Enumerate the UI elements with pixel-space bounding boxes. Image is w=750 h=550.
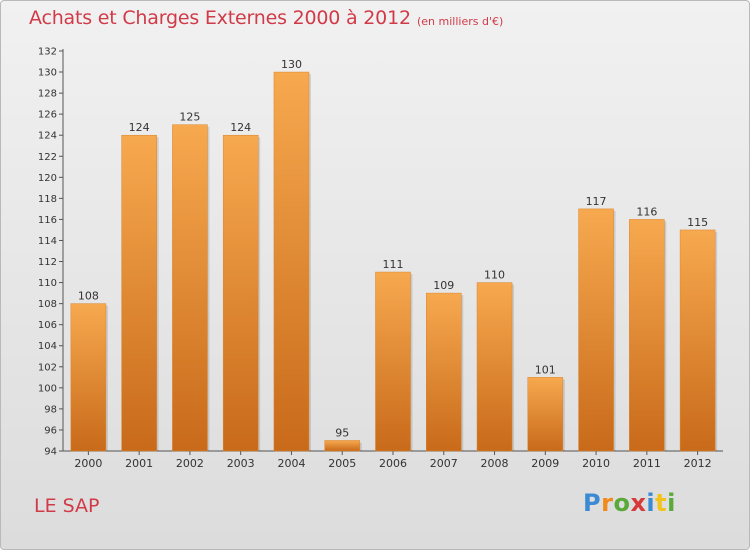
- data-label: 125: [179, 111, 200, 124]
- data-label: 130: [281, 58, 302, 71]
- y-tick-label: 106: [38, 320, 57, 331]
- logo-letter: i: [667, 489, 676, 517]
- data-label: 124: [129, 121, 150, 134]
- x-tick-label: 2000: [74, 457, 102, 470]
- x-tick-label: 2008: [481, 457, 509, 470]
- bar-2003: [222, 134, 259, 452]
- logo-letter: t: [655, 489, 668, 517]
- logo-letter: r: [601, 489, 614, 517]
- bar-2001: [121, 134, 157, 452]
- y-tick-label: 104: [38, 341, 57, 352]
- bar-2004: [273, 71, 310, 452]
- y-tick-label: 100: [38, 383, 57, 394]
- y-tick-label: 122: [38, 152, 57, 163]
- data-label: 110: [484, 269, 505, 282]
- data-label: 101: [535, 363, 556, 376]
- y-tick-label: 130: [38, 68, 57, 79]
- data-label: 108: [78, 290, 99, 303]
- y-tick-label: 112: [38, 257, 57, 268]
- x-tick-label: 2001: [125, 457, 153, 470]
- logo-letter: o: [613, 489, 631, 517]
- y-tick-label: 120: [38, 173, 57, 184]
- y-tick-label: 94: [44, 447, 57, 458]
- logo-letter: P: [583, 489, 602, 517]
- labels: 108 2000 124 2001 125 2002 124 2003 130 2004 95 200…: [74, 58, 711, 470]
- x-tick-label: 2010: [582, 457, 610, 470]
- bar-2009: [527, 377, 564, 452]
- x-tick-label: 2012: [684, 457, 712, 470]
- y-tick-label: 118: [38, 194, 57, 205]
- x-tick-label: 2007: [430, 457, 458, 470]
- y-tick-label: 116: [38, 215, 57, 226]
- logo-letter: i: [646, 489, 656, 517]
- data-label: 111: [383, 258, 404, 271]
- data-label: 117: [586, 195, 607, 208]
- chart-title: Achats et Charges Externes 2000 à 2012: [29, 7, 411, 29]
- bars: [70, 71, 718, 452]
- data-label: 116: [636, 205, 657, 218]
- data-label: 115: [687, 216, 708, 229]
- bar-2010: [578, 208, 614, 452]
- logo-letter: x: [630, 489, 647, 517]
- y-tick-label: 96: [44, 425, 57, 436]
- proxiti-logo: Proxiti: [583, 489, 676, 517]
- y-tick-label: 114: [38, 236, 57, 247]
- data-label: 95: [335, 426, 349, 439]
- y-tick-label: 124: [38, 131, 57, 142]
- y-tick-label: 98: [44, 404, 57, 415]
- bar-2006: [375, 271, 411, 452]
- bar-2002: [172, 124, 208, 452]
- x-tick-label: 2003: [227, 457, 255, 470]
- bar-2000: [70, 303, 107, 452]
- bar-2007: [426, 292, 462, 452]
- data-label: 109: [433, 279, 454, 292]
- y-tick-label: 110: [38, 278, 57, 289]
- town-name: LE SAP: [34, 495, 100, 517]
- x-tick-label: 2004: [277, 457, 305, 470]
- y-tick-label: 132: [38, 47, 57, 58]
- x-tick-label: 2009: [531, 457, 559, 470]
- x-tick-label: 2005: [328, 457, 356, 470]
- x-tick-label: 2002: [176, 457, 204, 470]
- bar-2008: [476, 282, 513, 452]
- y-tick-label: 102: [38, 362, 57, 373]
- x-tick-label: 2011: [633, 457, 661, 470]
- bar-2005: [324, 440, 360, 452]
- x-tick-label: 2006: [379, 457, 407, 470]
- y-tick-label: 126: [38, 110, 57, 121]
- bar-2012: [679, 229, 716, 452]
- chart-subtitle: (en milliers d'€): [417, 15, 504, 28]
- y-tick-label: 108: [38, 299, 57, 310]
- y-tick-label: 128: [38, 89, 57, 100]
- data-label: 124: [230, 121, 251, 134]
- bar-2011: [629, 219, 665, 452]
